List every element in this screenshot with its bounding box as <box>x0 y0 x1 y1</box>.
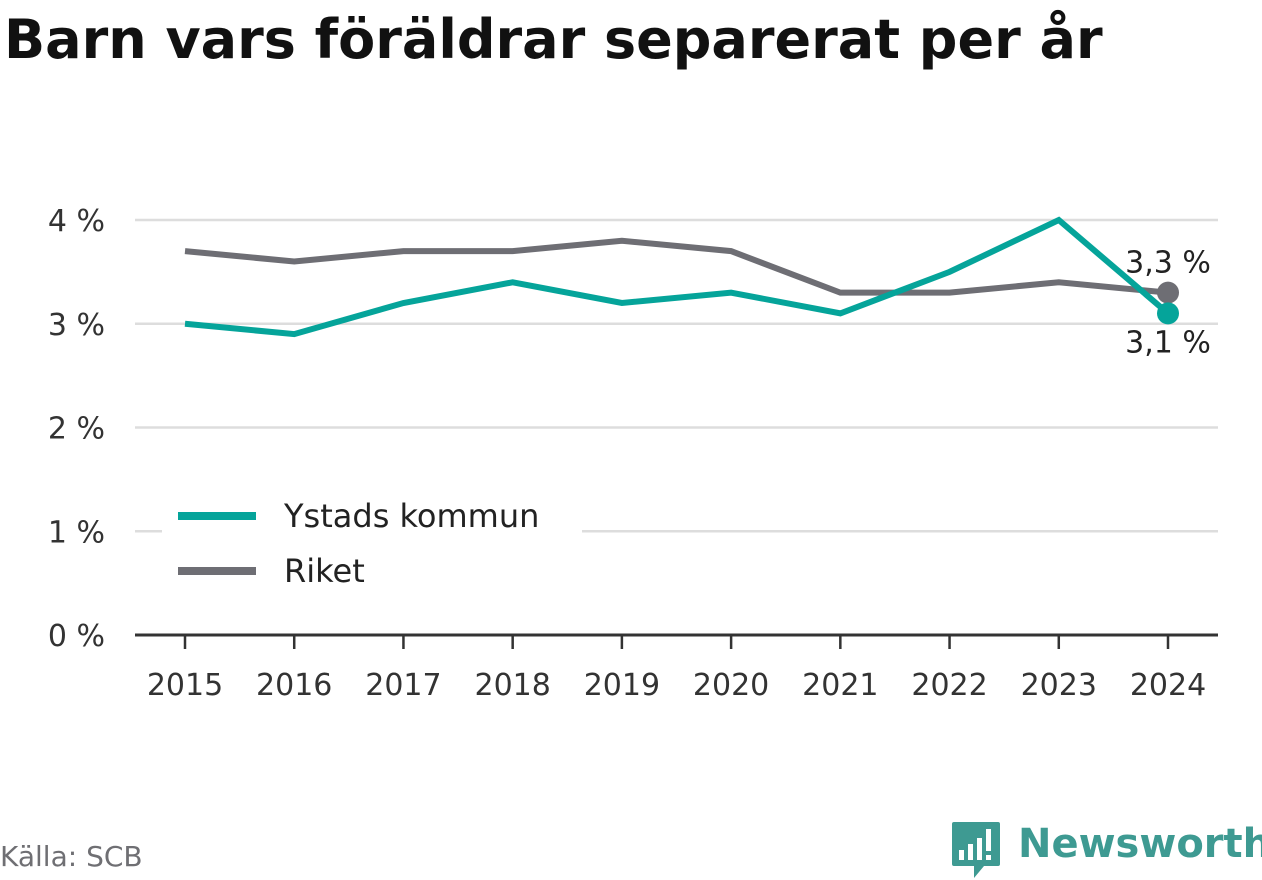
x-tick-label: 2018 <box>474 668 550 703</box>
brand-logo: Newsworthy <box>950 820 1262 880</box>
y-tick-label: 0 % <box>48 619 105 654</box>
x-tick-label: 2017 <box>365 668 441 703</box>
source-note: Källa: SCB <box>0 840 143 873</box>
brand-name: Newsworthy <box>1018 821 1262 867</box>
grid-lines <box>135 218 1218 533</box>
y-tick-label: 2 % <box>48 412 105 447</box>
end-value-label: 3,3 % <box>1125 246 1211 281</box>
series-end-point <box>1157 281 1179 304</box>
x-tick-label: 2016 <box>256 668 332 703</box>
x-tick-label: 2019 <box>584 668 660 703</box>
legend-background <box>162 492 582 604</box>
x-tick-label: 2023 <box>1021 668 1097 703</box>
chart-title: Barn vars föräldrar separerat per år <box>4 8 1103 71</box>
legend: Ystads kommun Riket <box>162 492 582 604</box>
legend-label: Riket <box>284 552 365 590</box>
series-line <box>184 237 1169 296</box>
series-end-point <box>1157 302 1179 325</box>
series-lines <box>184 216 1179 338</box>
axes: 0 % 1 % 2 % 3 % 4 % 2015 2016 2017 2018 2019 2020 2… <box>48 204 1218 703</box>
x-tick-label: 2024 <box>1130 668 1206 703</box>
end-value-label: 3,1 % <box>1125 325 1211 360</box>
x-tick-label: 2020 <box>693 668 769 703</box>
y-tick-label: 1 % <box>48 515 105 550</box>
x-tick-label: 2015 <box>147 668 223 703</box>
y-tick-label: 3 % <box>48 308 105 343</box>
newsworthy-logo-icon <box>952 822 1000 878</box>
legend-label: Ystads kommun <box>283 497 539 535</box>
x-tick-label: 2022 <box>911 668 987 703</box>
y-tick-label: 4 % <box>48 204 105 239</box>
series-line <box>184 216 1170 338</box>
data-labels: 3,1 % 3,3 % <box>1125 246 1211 361</box>
x-tick-label: 2021 <box>802 668 878 703</box>
